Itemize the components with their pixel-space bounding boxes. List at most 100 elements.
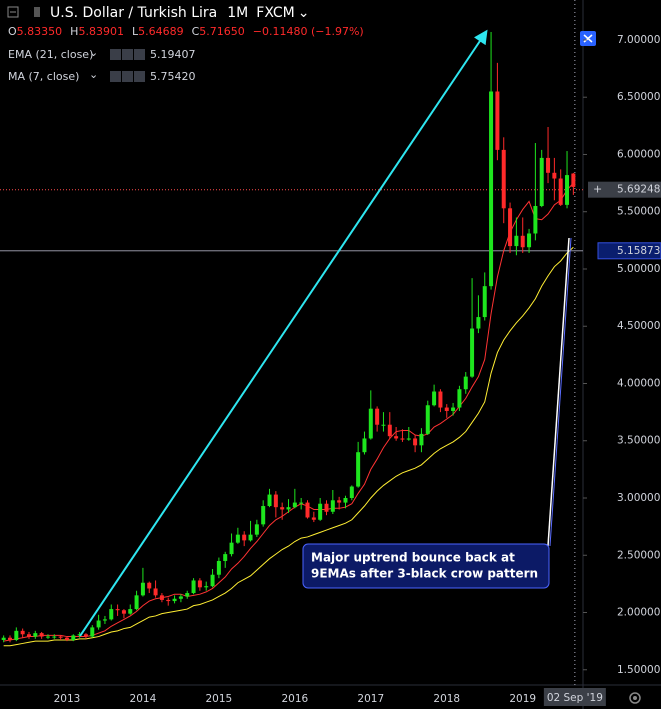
candle-body <box>14 630 19 640</box>
y-tick-label: 2.50000 <box>617 549 660 561</box>
candle-body <box>413 438 418 446</box>
settings-icon <box>633 696 637 700</box>
candle-body <box>539 157 544 207</box>
candle-body <box>527 233 532 248</box>
candle-body <box>406 438 411 440</box>
x-tick-label: 2015 <box>206 693 233 705</box>
dropdown-icon[interactable]: ⌄ <box>298 5 310 21</box>
candle-body <box>489 91 494 287</box>
candle-body <box>381 424 386 426</box>
candle-body <box>115 609 120 611</box>
candle-body <box>501 149 506 209</box>
candle-body <box>495 91 500 150</box>
settings-icon[interactable] <box>629 692 641 704</box>
y-tick-label: 2.00000 <box>617 607 660 619</box>
candle-body <box>90 627 95 637</box>
candle-body <box>444 407 449 411</box>
candle-body <box>242 534 247 541</box>
candle-body <box>159 595 164 600</box>
candle-body <box>419 433 424 446</box>
candle-body <box>292 502 297 508</box>
legend-button[interactable] <box>134 49 145 60</box>
x-tick-label: 2014 <box>130 693 157 705</box>
legend-value: 5.19407 <box>150 48 196 61</box>
candle-body <box>172 598 177 602</box>
candle-body <box>337 500 342 503</box>
candle-body <box>533 206 538 234</box>
legend-button[interactable] <box>122 71 133 82</box>
candle-body <box>470 328 475 377</box>
candle-body <box>235 534 240 543</box>
crosshair-plus: + <box>593 183 602 196</box>
candle-body <box>20 630 25 635</box>
candle-body <box>210 574 215 587</box>
legend-dropdown[interactable]: ⌄ <box>89 46 98 59</box>
ohlc-label: O <box>8 25 17 38</box>
candle-body <box>191 580 196 594</box>
candle-body <box>121 610 126 614</box>
candle-body <box>311 517 316 520</box>
candle-body <box>254 524 259 535</box>
crosshair-date-label: 02 Sep '19 <box>547 692 603 704</box>
legend-button[interactable] <box>122 49 133 60</box>
legend-value: 5.75420 <box>150 70 196 83</box>
callout-line <box>549 237 572 547</box>
legend-button[interactable] <box>134 71 145 82</box>
candle-body <box>166 599 171 602</box>
candle-body <box>520 235 525 248</box>
candle-body <box>305 502 310 518</box>
candle-body <box>394 436 399 439</box>
candle-body <box>299 502 304 504</box>
y-tick-label: 5.50000 <box>617 206 660 218</box>
y-tick-label: 4.50000 <box>617 320 660 332</box>
candle-body <box>432 391 437 406</box>
flag-icon <box>34 7 40 17</box>
candle-body <box>248 534 253 541</box>
candle-body <box>571 173 576 187</box>
candle-body <box>185 593 190 597</box>
legend-dropdown[interactable]: ⌄ <box>89 68 98 81</box>
candle-body <box>558 178 563 205</box>
annotation-text: 9EMAs after 3-black crow pattern <box>311 567 538 581</box>
ohlc-row: O5.83350 H5.83901 L5.64689 C5.71650 −0.11480… <box>8 25 364 38</box>
candle-body <box>482 286 487 318</box>
collapse-icon[interactable] <box>7 6 19 18</box>
ohlc-label: L <box>132 25 139 38</box>
candle-body <box>267 494 272 507</box>
candle-body <box>128 609 133 614</box>
candle-body <box>318 503 323 520</box>
candle-body <box>64 637 69 640</box>
candle-body <box>546 157 551 173</box>
candle-body <box>280 507 285 510</box>
candle-body <box>457 389 462 408</box>
y-tick-label: 1.50000 <box>617 664 660 676</box>
candle-body <box>463 376 468 390</box>
candle-body <box>83 634 88 637</box>
change-value: −0.11480 (−1.97%) <box>253 25 364 38</box>
legend-button[interactable] <box>110 49 121 60</box>
candle-body <box>1 637 6 640</box>
y-tick-label: 4.00000 <box>617 377 660 389</box>
symbol: U.S. Dollar / Turkish Lira <box>50 5 217 21</box>
y-tick-label: 7.00000 <box>617 34 660 46</box>
candle-body <box>7 637 12 640</box>
candle-body <box>52 636 57 638</box>
candle-body <box>273 494 278 508</box>
candle-body <box>178 596 183 599</box>
candle-body <box>375 408 380 425</box>
candle-body <box>286 507 291 510</box>
candle-body <box>552 172 557 179</box>
legend-button[interactable] <box>110 71 121 82</box>
crosshair-price-box <box>597 242 661 260</box>
y-tick-label: 6.50000 <box>617 91 660 103</box>
crosshair-date-box <box>543 688 606 706</box>
interval: 1M <box>227 5 248 21</box>
candle-body <box>476 317 481 329</box>
plot <box>0 0 583 685</box>
candle-body <box>140 582 145 596</box>
candle-body <box>343 498 348 503</box>
x-tick-label: 2013 <box>54 693 81 705</box>
y-tick-label: 3.00000 <box>617 492 660 504</box>
candle-body <box>33 633 38 637</box>
